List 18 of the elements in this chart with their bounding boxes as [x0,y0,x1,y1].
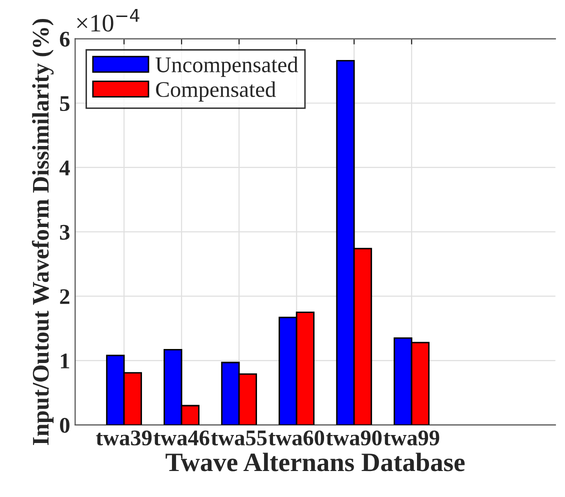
y-tick-label: 1 [60,354,70,368]
legend-label: Compensated [156,81,276,102]
y-tick-label: 0 [60,418,70,433]
legend-label: Uncompensated [156,56,298,77]
x-axis-title: Twave Alternans Database [166,452,465,472]
x-tick-label: twa60 [268,430,324,446]
text: ×10$^{−4}$ [77,9,140,32]
x-tick-label: twa90 [326,430,382,446]
x-tick-label: twa99 [384,430,440,446]
y-axis-title: Input/Outout Waveform Dissimilarity (%) [32,18,54,445]
y-tick-label: 3 [60,224,70,240]
y-tick-label: 6 [60,32,70,47]
y-tick-label: 5 [60,96,70,112]
x-tick-label: twa46 [154,430,210,446]
x-tick-label: twa39 [96,430,152,446]
y-tick-label: 2 [60,289,70,304]
y-tick-label: 4 [59,160,70,176]
x-tick-label: twa55 [211,430,267,446]
